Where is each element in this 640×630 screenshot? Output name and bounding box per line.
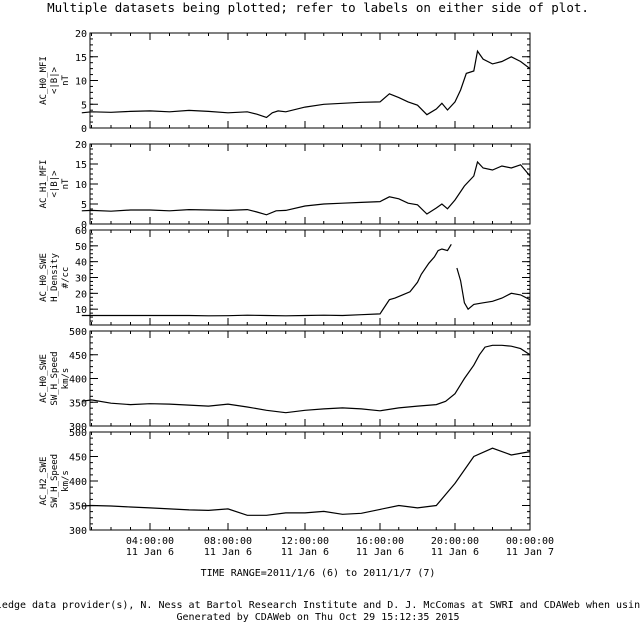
x-tick-label-time: 08:00:00 (204, 536, 252, 547)
y-tick-label: 0 (81, 220, 87, 231)
x-tick-label-time: 20:00:00 (431, 536, 479, 547)
y-axis-label-line: nT (61, 75, 71, 86)
y-tick-label: 450 (69, 351, 87, 362)
y-axis-label-line: AC_H1_MFI (39, 160, 49, 209)
y-tick-label: 10 (75, 180, 87, 191)
y-tick-label: 60 (75, 226, 87, 237)
panel-frame (89, 431, 531, 531)
y-axis-label-line: nT (61, 178, 71, 189)
y-tick-label: 350 (69, 398, 87, 409)
x-tick-label-date: 11 Jan 7 (506, 547, 554, 558)
y-axis-label-line: AC_H0_SWE (39, 354, 49, 403)
y-tick-label: 20 (75, 29, 87, 40)
y-tick-label: 400 (69, 477, 87, 488)
y-tick-label: 20 (75, 140, 87, 151)
footer-acknowledgement: acknowledge data provider(s), N. Ness at… (0, 600, 640, 611)
y-axis-label-line: km/s (61, 368, 71, 390)
x-tick-label-time: 16:00:00 (356, 536, 404, 547)
y-tick-label: 20 (75, 289, 87, 300)
y-tick-label: 500 (69, 327, 87, 338)
y-tick-label: 0 (81, 124, 87, 135)
y-axis-label-line: AC_H0_MFI (39, 56, 49, 105)
series-line-4-1 (81, 344, 531, 414)
y-axis-label-line: #/cc (61, 267, 71, 289)
y-axis-label-line: SW_H_Speed (50, 351, 60, 405)
x-tick-label-date: 11 Jan 6 (126, 547, 174, 558)
plot-header: Multiple datasets being plotted; refer t… (47, 0, 589, 15)
footer-generated: Generated by CDAWeb on Thu Oct 29 15:12:… (177, 612, 460, 623)
panel-2: 0 5 10 15 20 AC_H1_MFI <|B|> nT (39, 140, 531, 231)
y-tick-label: 450 (69, 453, 87, 464)
y-axis-label-line: <|B|> (50, 66, 60, 94)
x-tick-label-date: 11 Jan 6 (204, 547, 252, 558)
panel-1: 0 5 10 15 20 AC_H0_MFI <|B|> nT (39, 29, 531, 135)
time-range-label: TIME RANGE=2011/1/6 (6) to 2011/1/7 (7) (201, 568, 436, 579)
y-tick-label: 5 (81, 100, 87, 111)
x-tick-label-time: 12:00:00 (281, 536, 329, 547)
x-tick-label-date: 11 Jan 6 (431, 547, 479, 558)
y-tick-label: 30 (75, 274, 87, 285)
y-axis-label-line: <|B|> (50, 170, 60, 198)
panel-4: 300 350 400 450 500 AC_H0_SWE SW_H_Speed km/s (39, 327, 531, 433)
y-tick-label: 15 (75, 53, 87, 64)
x-tick-label-date: 11 Jan 6 (356, 547, 404, 558)
y-tick-label: 5 (81, 200, 87, 211)
y-tick-label: 15 (75, 160, 87, 171)
x-tick-label-time: 00:00:00 (506, 536, 554, 547)
panel-3: 10 20 30 40 50 60 AC_H0_SWE H_Density #/cc (39, 226, 531, 326)
x-tick-label-time: 04:00:00 (126, 536, 174, 547)
y-tick-label: 10 (75, 77, 87, 88)
y-tick-label: 40 (75, 258, 87, 269)
y-axis-label-line: H_Density (50, 253, 60, 302)
y-axis-label-line: AC_H2_SWE (39, 457, 49, 506)
x-tick-label-date: 11 Jan 6 (281, 547, 329, 558)
y-tick-label: 350 (69, 502, 87, 513)
y-axis-label-line: SW_H_Speed (50, 454, 60, 508)
y-tick-label: 10 (75, 305, 87, 316)
series-line-5-1 (81, 447, 531, 516)
panel-frame (89, 143, 531, 225)
y-tick-label: 300 (69, 422, 87, 433)
panel-frame (89, 229, 531, 326)
y-axis-label-line: AC_H0_SWE (39, 253, 49, 302)
series-line-1-1 (81, 49, 531, 119)
y-tick-label: 500 (69, 428, 87, 439)
series-line-3-1 (81, 243, 452, 317)
y-tick-label: 400 (69, 375, 87, 386)
series-line-2-1 (81, 160, 531, 216)
series-line-3-2 (456, 267, 531, 311)
panel-5: 300 350 400 450 500 AC_H2_SWE SW_H_Speed km/s (39, 428, 531, 537)
y-tick-label: 50 (75, 242, 87, 253)
y-axis-label-line: km/s (61, 470, 71, 492)
y-tick-label: 300 (69, 526, 87, 537)
